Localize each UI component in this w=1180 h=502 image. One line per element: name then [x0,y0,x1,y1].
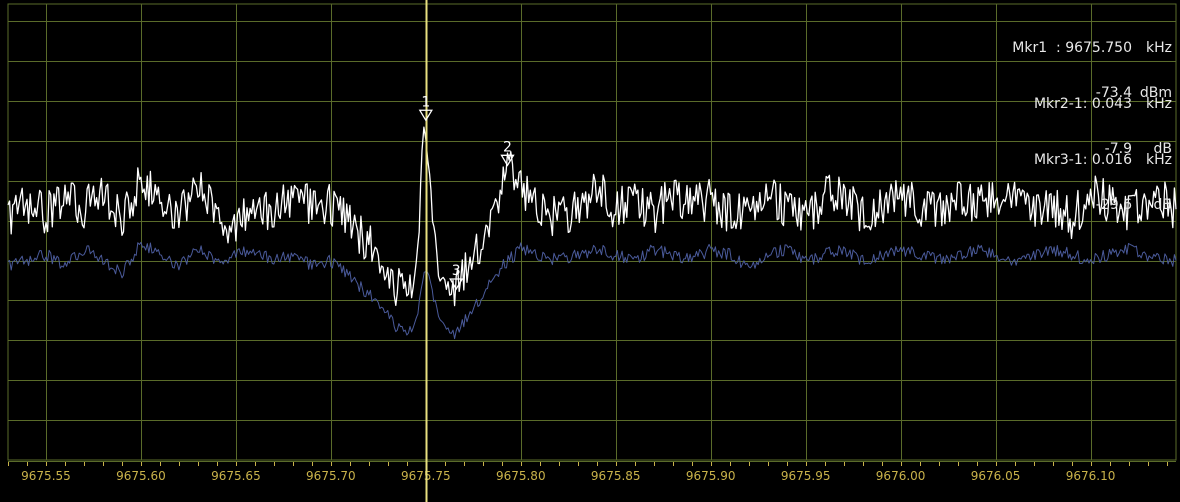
marker3-readout: Mkr3-1: 0.016 kHz -29.6 dB [1034,123,1172,243]
marker-triangle [449,278,464,291]
marker1-frequency: Mkr1 : 9675.750 [1012,40,1132,56]
marker1-level-unit: dBm [1139,85,1172,101]
marker1-level: -73.4 [1095,85,1132,101]
x-tick-label: 9675.55 [21,469,71,483]
x-tick-label: 9675.70 [306,469,356,483]
marker2-frequency-unit: kHz [1146,96,1172,112]
marker-label: 3 [452,263,461,279]
marker2-readout: Mkr2-1: 0.043 kHz -7.9 dB [1034,67,1172,187]
grid [7,3,1177,461]
markers: 1 2 3 [418,0,515,502]
x-tick-label: 9676.05 [971,469,1021,483]
x-tick-label: 9676.00 [876,469,926,483]
x-tick-label: 9675.95 [781,469,831,483]
trace-live [7,126,1177,307]
marker2-frequency: Mkr2-1: 0.043 [1033,96,1132,112]
marker2-level-unit: dB [1153,141,1173,157]
x-tick-label: 9675.65 [211,469,261,483]
marker3-level: -29.6 [1095,197,1132,213]
plot-frame [7,3,1177,461]
x-tick-label: 9675.85 [591,469,641,483]
marker1-readout: Mkr1 : 9675.750 kHz -73.4 dBm [1012,11,1172,131]
marker3-level-unit: dB [1153,197,1173,213]
x-axis: 9675.559675.609675.659675.709675.759675.… [8,461,1176,483]
marker-triangle [418,109,433,122]
traces [7,126,1177,340]
x-tick-label: 9675.80 [496,469,546,483]
marker1-frequency-unit: kHz [1146,40,1172,56]
marker-label: 2 [503,139,512,155]
x-tick-label: 9676.10 [1066,469,1116,483]
x-tick-label: 9675.90 [686,469,736,483]
marker3-frequency-unit: kHz [1146,152,1172,168]
marker-label: 1 [421,94,430,110]
trace-average [7,241,1177,340]
marker2-level: -7.9 [1104,141,1132,157]
marker3-frequency: Mkr3-1: 0.016 [1033,152,1132,168]
marker-triangle [500,154,515,167]
x-tick-label: 9675.60 [116,469,166,483]
